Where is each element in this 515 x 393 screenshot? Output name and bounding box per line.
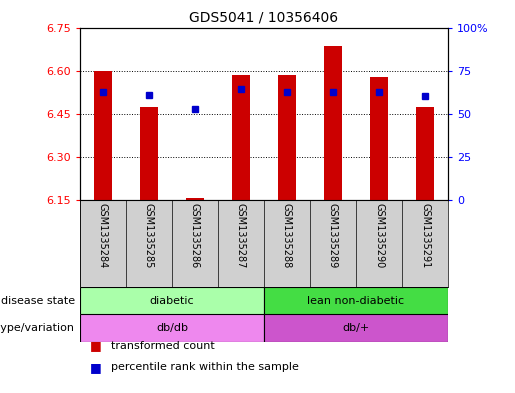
- Bar: [416, 107, 434, 200]
- Text: GSM1335288: GSM1335288: [282, 203, 292, 268]
- Text: diabetic: diabetic: [149, 296, 194, 306]
- Text: GSM1335287: GSM1335287: [236, 203, 246, 268]
- Text: transformed count: transformed count: [111, 341, 214, 351]
- Text: GSM1335284: GSM1335284: [98, 203, 108, 268]
- Text: ■: ■: [90, 361, 102, 374]
- Bar: [264, 287, 448, 314]
- Text: GSM1335291: GSM1335291: [420, 203, 430, 268]
- Text: GSM1335286: GSM1335286: [190, 203, 200, 268]
- Bar: [232, 75, 250, 200]
- Bar: [80, 314, 264, 342]
- Text: ■: ■: [90, 339, 102, 353]
- Bar: [264, 314, 448, 342]
- Text: GSM1335290: GSM1335290: [374, 203, 384, 268]
- Title: GDS5041 / 10356406: GDS5041 / 10356406: [190, 11, 338, 25]
- Bar: [94, 71, 112, 200]
- Text: db/+: db/+: [342, 323, 370, 333]
- Bar: [324, 46, 342, 200]
- Text: db/db: db/db: [156, 323, 188, 333]
- Bar: [370, 77, 388, 200]
- Text: GSM1335289: GSM1335289: [328, 203, 338, 268]
- Text: percentile rank within the sample: percentile rank within the sample: [111, 362, 299, 373]
- Text: lean non-diabetic: lean non-diabetic: [307, 296, 405, 306]
- Bar: [140, 107, 158, 200]
- Text: genotype/variation: genotype/variation: [0, 323, 75, 333]
- Bar: [186, 198, 204, 200]
- Text: disease state: disease state: [1, 296, 75, 306]
- Bar: [278, 75, 296, 200]
- Bar: [80, 287, 264, 314]
- Text: GSM1335285: GSM1335285: [144, 203, 154, 268]
